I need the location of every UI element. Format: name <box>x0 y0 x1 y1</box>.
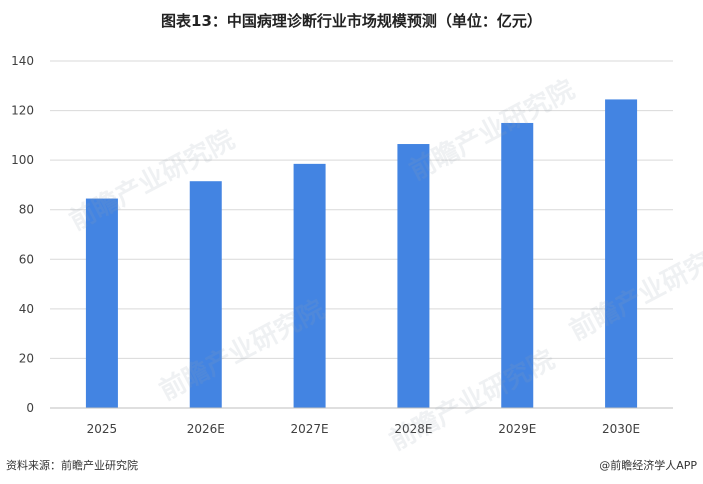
y-axis-ticks: 0 20 40 60 80 100 120 140 <box>11 54 34 415</box>
x-tick-label: 2028E <box>394 422 432 436</box>
bar-2025 <box>85 198 118 408</box>
chart-title: 图表13：中国病理诊断行业市场规模预测（单位：亿元） <box>161 12 542 30</box>
gridlines <box>50 60 673 359</box>
y-tick-label: 0 <box>26 401 34 415</box>
y-tick-label: 140 <box>11 54 34 68</box>
bar-2027E <box>293 163 326 408</box>
x-tick-label: 2025 <box>87 422 118 436</box>
y-tick-label: 80 <box>19 203 34 217</box>
bar-2030E <box>605 99 638 409</box>
x-tick-label: 2026E <box>187 422 225 436</box>
y-tick-label: 20 <box>19 351 34 365</box>
x-tick-label: 2027E <box>291 422 329 436</box>
brand-credit: @前瞻经济学人APP <box>599 459 697 472</box>
x-axis-ticks: 2025 2026E 2027E 2028E 2029E 2030E <box>87 422 641 436</box>
y-tick-label: 40 <box>19 302 34 316</box>
bar-2029E <box>501 122 534 408</box>
bar-2028E <box>397 144 430 408</box>
bars <box>85 99 638 409</box>
source-note: 资料来源：前瞻产业研究院 <box>6 459 138 472</box>
y-tick-label: 60 <box>19 252 34 266</box>
bar-2026E <box>189 181 222 408</box>
y-tick-label: 120 <box>11 104 34 118</box>
x-tick-label: 2029E <box>498 422 536 436</box>
y-tick-label: 100 <box>11 153 34 167</box>
x-tick-label: 2030E <box>602 422 640 436</box>
